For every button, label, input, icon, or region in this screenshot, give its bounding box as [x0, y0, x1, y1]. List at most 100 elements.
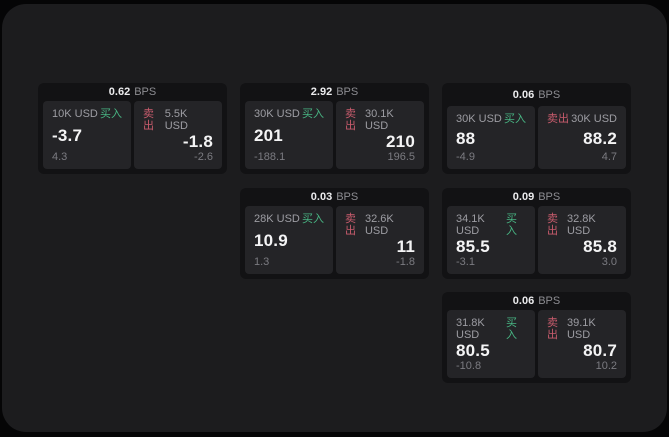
- sell-tag: 卖出: [547, 317, 558, 341]
- buy-change: -10.8: [456, 360, 482, 372]
- sell-amount: 30K USD: [571, 113, 617, 125]
- buy-price: -3.7: [52, 126, 83, 145]
- sell-top-row: 卖出 32.8K USD: [547, 213, 617, 237]
- bps-header: 0.62 BPS: [38, 83, 227, 101]
- sell-amount: 32.6K USD: [364, 213, 394, 237]
- bps-value: 0.03: [310, 191, 333, 203]
- sell-panel[interactable]: 卖出 32.6K USD 11 -1.8: [336, 206, 424, 274]
- sell-change: 3.0: [601, 256, 617, 268]
- sell-amount: 5.5K USD: [164, 108, 188, 132]
- buy-panel[interactable]: 10K USD 买入 -3.7 4.3: [43, 101, 131, 169]
- bps-unit-label: BPS: [134, 86, 157, 98]
- sell-tag: 卖出: [143, 108, 154, 132]
- bps-unit-label: BPS: [538, 191, 561, 203]
- bps-unit-label: BPS: [538, 88, 561, 101]
- buy-tag: 买入: [302, 108, 324, 120]
- bps-value: 0.06: [512, 88, 535, 101]
- sell-panel[interactable]: 卖出 30.1K USD 210 196.5: [336, 101, 424, 169]
- buy-amount: 31.8K USD: [456, 317, 485, 341]
- sell-price: 80.7: [583, 341, 617, 360]
- sell-tag: 卖出: [547, 113, 569, 125]
- buy-amount: 30K USD: [254, 108, 300, 120]
- sell-amount: 39.1K USD: [566, 317, 596, 341]
- quote-panels: 30K USD 买入 88 -4.9 卖出 30K USD 88.2 4.7: [442, 106, 631, 174]
- buy-price: 80.5: [456, 341, 490, 360]
- buy-change: 1.3: [254, 256, 270, 268]
- quote-panels: 30K USD 买入 201 -188.1 卖出 30.1K USD 210 1…: [240, 101, 429, 174]
- sell-price: 11: [396, 237, 415, 256]
- bps-unit-label: BPS: [336, 86, 359, 98]
- sell-panel[interactable]: 卖出 5.5K USD -1.8 -2.6: [134, 101, 222, 169]
- buy-tag: 买入: [506, 317, 518, 341]
- buy-panel[interactable]: 30K USD 买入 88 -4.9: [447, 106, 535, 169]
- sell-change: 10.2: [595, 360, 617, 372]
- sell-amount: 30.1K USD: [364, 108, 394, 132]
- buy-panel[interactable]: 31.8K USD 买入 80.5 -10.8: [447, 310, 535, 378]
- quote-panels: 10K USD 买入 -3.7 4.3 卖出 5.5K USD -1.8 -2.…: [38, 101, 227, 174]
- bps-header: 0.06 BPS: [442, 292, 631, 310]
- quote-panels: 34.1K USD 买入 85.5 -3.1 卖出 32.8K USD 85.8…: [442, 206, 631, 279]
- buy-panel[interactable]: 30K USD 买入 201 -188.1: [245, 101, 333, 169]
- sell-top-row: 卖出 30.1K USD: [345, 108, 415, 132]
- buy-top-row: 28K USD 买入: [254, 213, 324, 225]
- buy-panel[interactable]: 28K USD 买入 10.9 1.3: [245, 206, 333, 274]
- sell-change: 196.5: [387, 151, 415, 163]
- buy-change: -3.1: [456, 256, 475, 268]
- bps-header: 2.92 BPS: [240, 83, 429, 101]
- sell-change: 4.7: [601, 151, 617, 163]
- buy-amount: 10K USD: [52, 108, 98, 120]
- sell-panel[interactable]: 卖出 32.8K USD 85.8 3.0: [538, 206, 626, 274]
- quote-panels: 28K USD 买入 10.9 1.3 卖出 32.6K USD 11 -1.8: [240, 206, 429, 279]
- buy-tag: 买入: [302, 213, 324, 225]
- buy-change: 4.3: [52, 151, 68, 163]
- buy-change: -4.9: [456, 151, 475, 163]
- sell-change: -1.8: [396, 256, 415, 268]
- quote-card-2: 2.92 BPS 30K USD 买入 201 -188.1 卖出 30.1K …: [240, 83, 429, 174]
- buy-top-row: 30K USD 买入: [456, 113, 526, 125]
- buy-top-row: 31.8K USD 买入: [456, 317, 526, 341]
- sell-price: 88.2: [583, 128, 617, 148]
- buy-top-row: 10K USD 买入: [52, 108, 122, 120]
- sell-panel[interactable]: 卖出 30K USD 88.2 4.7: [538, 106, 626, 169]
- bps-value: 0.06: [512, 295, 535, 307]
- sell-amount: 32.8K USD: [566, 213, 596, 237]
- bps-header: 0.06 BPS: [442, 83, 631, 106]
- buy-change: -188.1: [254, 151, 286, 163]
- sell-top-row: 卖出 39.1K USD: [547, 317, 617, 341]
- buy-tag: 买入: [504, 113, 526, 125]
- buy-amount: 30K USD: [456, 113, 502, 125]
- quote-card-6: 0.06 BPS 31.8K USD 买入 80.5 -10.8 卖出 39.1…: [442, 292, 631, 383]
- bps-header: 0.03 BPS: [240, 188, 429, 206]
- buy-tag: 买入: [100, 108, 122, 120]
- bps-value: 2.92: [310, 86, 333, 98]
- bps-unit-label: BPS: [336, 191, 359, 203]
- buy-top-row: 30K USD 买入: [254, 108, 324, 120]
- buy-price: 201: [254, 126, 283, 145]
- bps-unit-label: BPS: [538, 295, 561, 307]
- buy-panel[interactable]: 34.1K USD 买入 85.5 -3.1: [447, 206, 535, 274]
- quote-panels: 31.8K USD 买入 80.5 -10.8 卖出 39.1K USD 80.…: [442, 310, 631, 383]
- quote-card-1: 0.62 BPS 10K USD 买入 -3.7 4.3 卖出 5.5K USD…: [38, 83, 227, 174]
- sell-tag: 卖出: [345, 108, 356, 132]
- sell-price: -1.8: [182, 132, 213, 151]
- sell-price: 210: [386, 132, 415, 151]
- quote-card-5: 0.09 BPS 34.1K USD 买入 85.5 -3.1 卖出 32.8K…: [442, 188, 631, 279]
- sell-tag: 卖出: [345, 213, 356, 237]
- bps-value: 0.62: [108, 86, 131, 98]
- buy-price: 10.9: [254, 231, 288, 250]
- sell-tag: 卖出: [547, 213, 558, 237]
- bps-value: 0.09: [512, 191, 535, 203]
- quote-card-4: 0.03 BPS 28K USD 买入 10.9 1.3 卖出 32.6K US…: [240, 188, 429, 279]
- buy-amount: 34.1K USD: [456, 213, 485, 237]
- buy-top-row: 34.1K USD 买入: [456, 213, 526, 237]
- buy-tag: 买入: [506, 213, 518, 237]
- buy-price: 85.5: [456, 237, 490, 256]
- sell-top-row: 卖出 5.5K USD: [143, 108, 213, 132]
- quote-card-3: 0.06 BPS 30K USD 买入 88 -4.9 卖出 30K USD 8…: [442, 83, 631, 174]
- sell-top-row: 卖出 30K USD: [547, 113, 617, 125]
- bps-header: 0.09 BPS: [442, 188, 631, 206]
- sell-panel[interactable]: 卖出 39.1K USD 80.7 10.2: [538, 310, 626, 378]
- sell-top-row: 卖出 32.6K USD: [345, 213, 415, 237]
- buy-price: 88: [456, 128, 476, 148]
- sell-price: 85.8: [583, 237, 617, 256]
